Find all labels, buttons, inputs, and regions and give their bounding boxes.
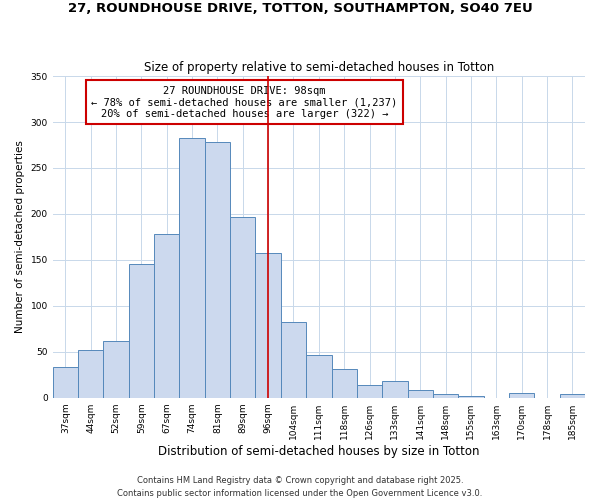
Bar <box>332 369 357 398</box>
Bar <box>103 340 129 398</box>
Text: 27 ROUNDHOUSE DRIVE: 98sqm
← 78% of semi-detached houses are smaller (1,237)
20%: 27 ROUNDHOUSE DRIVE: 98sqm ← 78% of semi… <box>91 86 397 119</box>
Bar <box>357 385 382 398</box>
Bar <box>509 393 535 398</box>
Bar <box>382 381 407 398</box>
Title: Size of property relative to semi-detached houses in Totton: Size of property relative to semi-detach… <box>144 60 494 74</box>
Bar <box>281 322 306 398</box>
Bar <box>53 368 78 398</box>
Bar <box>306 356 332 398</box>
Bar <box>230 216 256 398</box>
Bar <box>256 252 281 398</box>
Bar <box>407 390 433 398</box>
Bar <box>154 234 179 398</box>
Text: Contains HM Land Registry data © Crown copyright and database right 2025.
Contai: Contains HM Land Registry data © Crown c… <box>118 476 482 498</box>
Text: 27, ROUNDHOUSE DRIVE, TOTTON, SOUTHAMPTON, SO40 7EU: 27, ROUNDHOUSE DRIVE, TOTTON, SOUTHAMPTO… <box>68 2 532 16</box>
Y-axis label: Number of semi-detached properties: Number of semi-detached properties <box>15 140 25 334</box>
Bar <box>560 394 585 398</box>
Bar <box>433 394 458 398</box>
X-axis label: Distribution of semi-detached houses by size in Totton: Distribution of semi-detached houses by … <box>158 444 479 458</box>
Bar <box>205 142 230 398</box>
Bar <box>458 396 484 398</box>
Bar <box>179 138 205 398</box>
Bar <box>129 264 154 398</box>
Bar <box>78 350 103 398</box>
